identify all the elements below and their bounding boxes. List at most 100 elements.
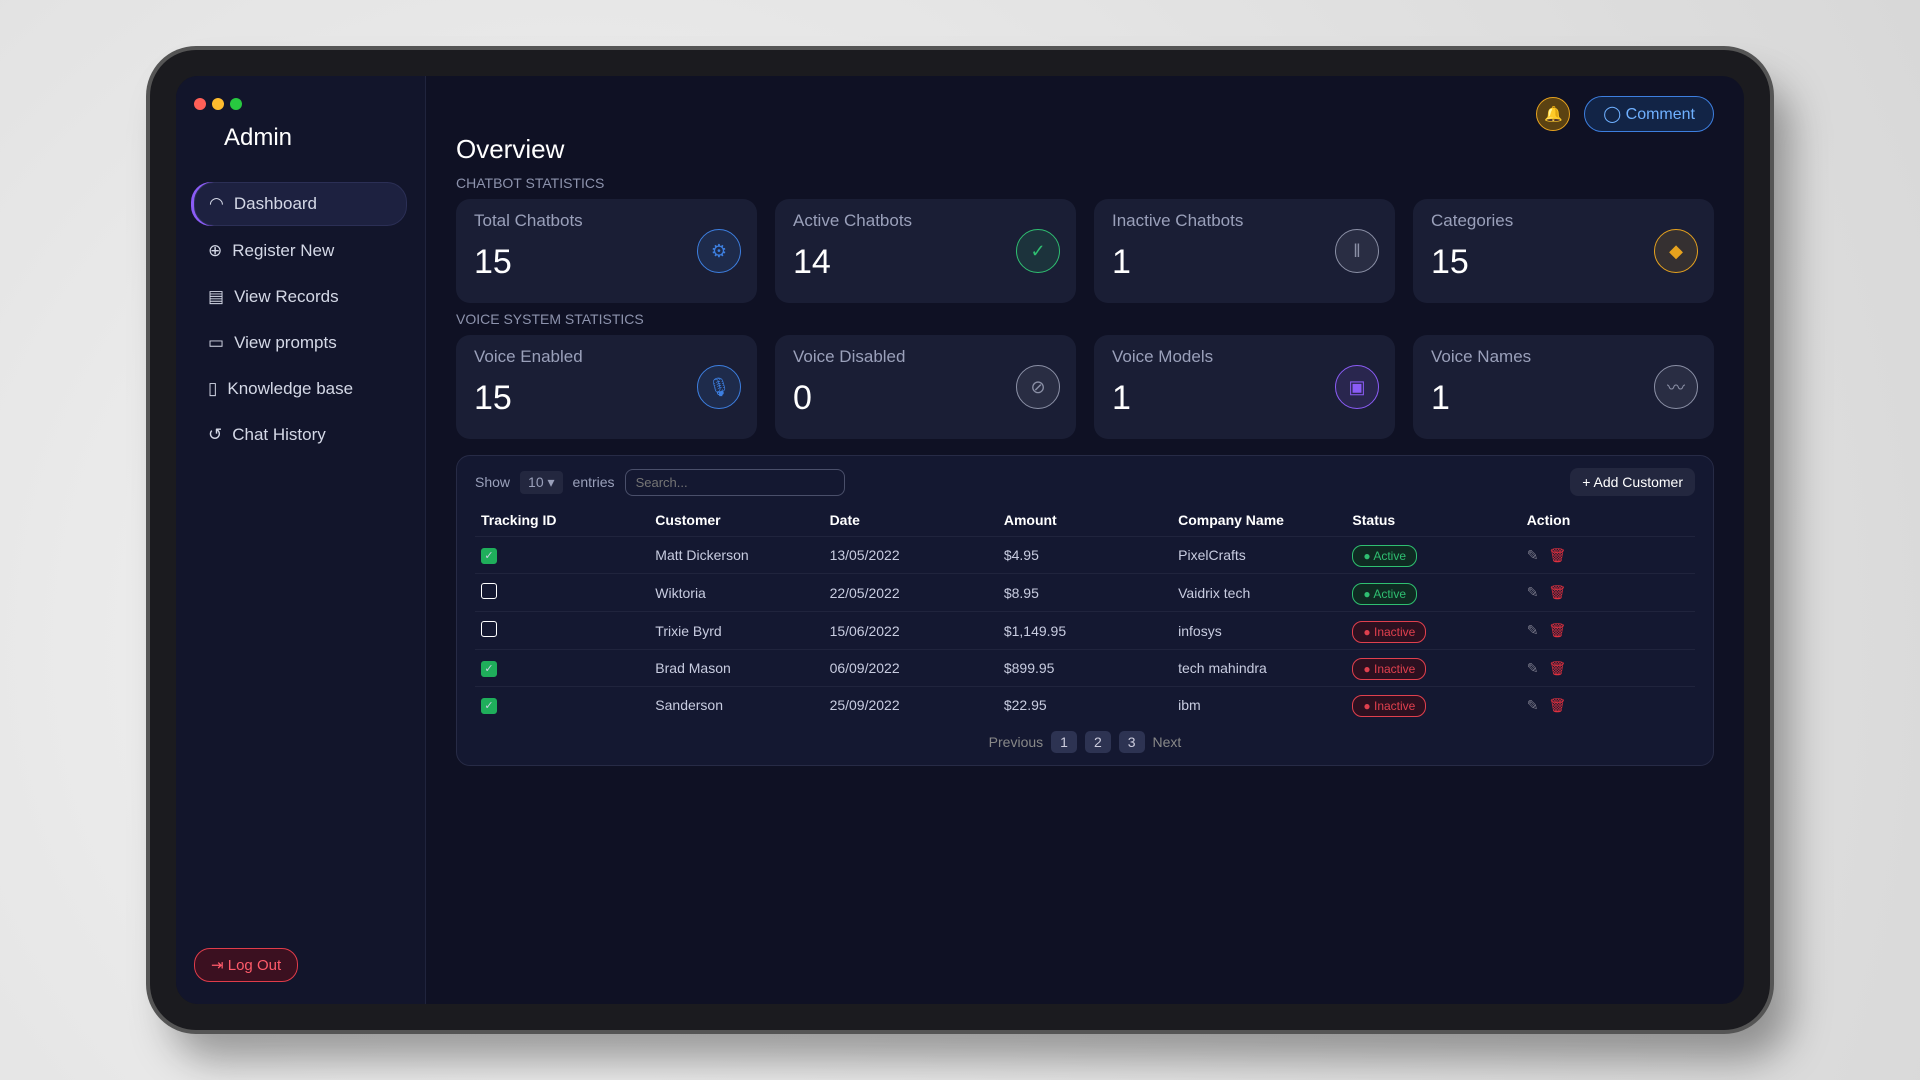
status-label: Active (1373, 549, 1407, 563)
row-checkbox[interactable] (481, 583, 497, 599)
date-cell: 13/05/2022 (823, 536, 998, 574)
page-button[interactable]: 1 (1051, 731, 1077, 753)
status-badge: ● Inactive (1352, 620, 1427, 643)
stat-title: Total Chatbots (474, 211, 583, 230)
amount-cell: $8.95 (997, 573, 1173, 612)
stat-card: Active Chatbots 14 ✓ (775, 199, 1076, 303)
edit-icon[interactable]: ✎ (1526, 546, 1539, 563)
date-cell: 22/05/2022 (823, 573, 998, 612)
date-cell: 15/06/2022 (823, 611, 998, 650)
amount-cell: $899.95 (997, 649, 1173, 687)
column-header[interactable]: Date (829, 512, 860, 528)
delete-icon[interactable]: 🗑 (1548, 696, 1567, 713)
stat-value: 15 (474, 243, 512, 281)
stat-value: 15 (474, 379, 512, 417)
customer-cell: Trixie Byrd (649, 611, 824, 650)
edit-icon[interactable]: ✎ (1526, 659, 1539, 676)
edit-icon[interactable]: ✎ (1526, 584, 1539, 600)
voice-section-title: VOICE SYSTEM STATISTICS (456, 311, 644, 327)
show-label: Show (475, 474, 511, 490)
sidebar-item-label: Register New (232, 241, 335, 260)
sidebar-item-label: View prompts (234, 333, 337, 352)
column-header[interactable]: Customer (655, 512, 721, 528)
page-button[interactable]: 2 (1084, 731, 1111, 753)
page-title: Overview (456, 134, 565, 164)
logout-button[interactable]: ⇥ Log Out (194, 948, 299, 982)
sidebar-item-register-new[interactable]: ⊕ Register New (194, 230, 407, 272)
status-label: Inactive (1374, 662, 1416, 676)
edit-icon[interactable]: ✎ (1526, 622, 1539, 638)
entries-label: entries (572, 474, 615, 490)
amount-cell: $22.95 (997, 686, 1173, 723)
page-button[interactable]: 3 (1118, 731, 1145, 753)
column-header[interactable]: Tracking ID (481, 512, 557, 528)
bell-icon[interactable]: 🔔 (1536, 97, 1571, 131)
delete-icon[interactable]: 🗑 (1548, 659, 1567, 676)
stat-card: Voice Enabled 15 🎙 (456, 335, 757, 439)
message-icon: ▭ (208, 333, 225, 352)
book-icon: ▯ (208, 379, 218, 398)
plus-circle-icon: ⊕ (208, 241, 223, 260)
date-cell: 06/09/2022 (823, 649, 998, 687)
table-row: Wiktoria 22/05/2022 $8.95 Vaidrix tech ● Act… (475, 573, 1695, 612)
row-checkbox[interactable]: ✓ (481, 548, 497, 564)
tablet-mockup: Admin ◠ Dashboard ⊕ Register New ▤ View Recor… (150, 50, 1770, 1030)
comment-label: Comment (1625, 106, 1695, 123)
search-input[interactable] (624, 468, 845, 496)
customer-cell: Matt Dickerson (649, 536, 824, 574)
stat-title: Voice Enabled (474, 347, 583, 366)
stat-title: Categories (1431, 211, 1514, 230)
stat-value: 1 (1112, 243, 1131, 281)
column-header[interactable]: Status (1352, 512, 1396, 528)
next-button[interactable]: Next (1152, 734, 1182, 750)
delete-icon[interactable]: 🗑 (1548, 622, 1567, 638)
check-icon: ✓ (1016, 229, 1060, 273)
sidebar-item-dashboard[interactable]: ◠ Dashboard (194, 182, 407, 226)
logout-label: Log Out (227, 957, 282, 974)
maximize-dot[interactable] (230, 98, 242, 110)
entries-value: 10 (528, 473, 544, 490)
status-label: Inactive (1374, 624, 1416, 639)
pause-icon: ‖ (1335, 229, 1379, 273)
stat-card: Voice Names 1 〰 (1413, 335, 1714, 439)
amount-cell: $4.95 (997, 536, 1173, 574)
column-header[interactable]: Amount (1003, 512, 1057, 528)
sidebar-item-knowledge-base[interactable]: ▯ Knowledge base (194, 368, 407, 410)
waveform-icon: 〰 (1654, 365, 1698, 409)
add-customer-button[interactable]: + Add Customer (1570, 468, 1695, 496)
edit-icon[interactable]: ✎ (1526, 696, 1539, 713)
delete-icon[interactable]: 🗑 (1548, 546, 1567, 563)
close-dot[interactable] (194, 98, 206, 110)
comment-button[interactable]: ◯ Comment (1584, 96, 1714, 132)
column-header[interactable]: Company Name (1178, 512, 1284, 528)
sidebar-item-label: Knowledge base (227, 379, 354, 398)
sidebar: Admin ◠ Dashboard ⊕ Register New ▤ View Recor… (176, 76, 426, 1004)
sidebar-item-view-prompts[interactable]: ▭ View prompts (194, 322, 407, 364)
microphone-icon: 🎙 (697, 365, 741, 409)
customer-table: Show 10 ▾ entries + Add Customer Trackin… (456, 455, 1714, 766)
stat-card: Categories 15 ◆ (1413, 199, 1714, 303)
minimize-dot[interactable] (212, 98, 224, 110)
stat-card: Voice Disabled 0 ⊘ (775, 335, 1076, 439)
table-row: Trixie Byrd 15/06/2022 $1,149.95 infosys ● I… (475, 611, 1695, 650)
delete-icon[interactable]: 🗑 (1548, 584, 1567, 600)
stat-value: 0 (793, 379, 812, 417)
sidebar-title: Admin (224, 124, 293, 151)
row-checkbox[interactable]: ✓ (481, 698, 497, 714)
entries-select[interactable]: 10 ▾ (520, 470, 563, 494)
sidebar-item-chat-history[interactable]: ↺ Chat History (194, 414, 407, 456)
row-checkbox[interactable] (481, 621, 497, 637)
stat-value: 14 (793, 243, 831, 281)
sidebar-item-label: Dashboard (233, 194, 318, 213)
sidebar-item-view-records[interactable]: ▤ View Records (194, 276, 407, 318)
table-row: ✓ Sanderson 25/09/2022 $22.95 ibm ● Inactive ✎… (475, 686, 1695, 723)
stat-title: Inactive Chatbots (1112, 211, 1244, 230)
table-row: ✓ Brad Mason 06/09/2022 $899.95 tech mahindr… (475, 649, 1695, 687)
customer-cell: Sanderson (649, 686, 824, 723)
column-header[interactable]: Action (1526, 512, 1571, 528)
company-cell: ibm (1172, 686, 1347, 723)
stat-title: Voice Disabled (793, 347, 906, 366)
status-badge: ● Inactive (1352, 695, 1427, 717)
row-checkbox[interactable]: ✓ (481, 661, 497, 677)
previous-button[interactable]: Previous (988, 734, 1044, 750)
